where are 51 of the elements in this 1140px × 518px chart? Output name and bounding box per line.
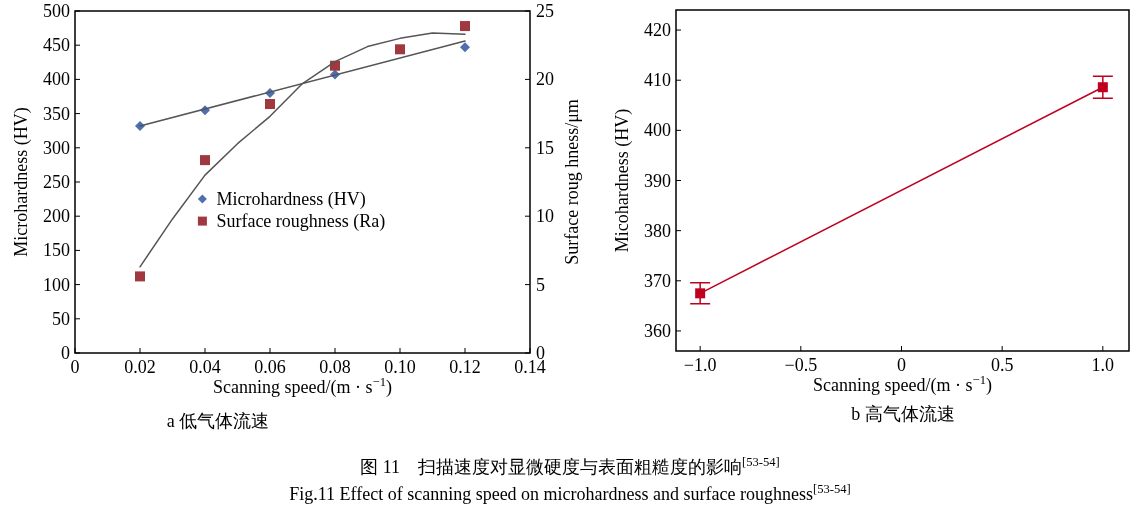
x-tick-label: −0.5 [784,355,818,375]
x-tick-label: 0.02 [124,357,156,377]
y2-tick-label: 15 [536,137,554,158]
x-tick-label: −1.0 [683,355,717,375]
legend-label: Microhardness (HV) [216,189,366,211]
point [135,271,145,282]
x-tick-label: 1.0 [1091,355,1115,375]
y-tick-label: 100 [43,274,70,295]
y-tick-label: 150 [43,240,70,261]
y2-tick-label: 5 [536,274,545,295]
y-tick-label: 450 [43,35,70,56]
point [395,44,405,55]
y-tick-label: 200 [43,206,70,227]
y-tick-label: 350 [43,103,70,124]
y-axis-title: Micohardness (HV) [612,108,633,253]
y-tick-label: 400 [644,120,671,141]
point [265,99,275,110]
y-tick-label: 360 [644,320,671,341]
caption: Fig.11 Effect of scanning speed on microhardness and surface roughness$^{[53-54]}$ [289,482,851,504]
point [460,42,470,53]
y-tick-label: 370 [644,270,671,291]
point [460,21,470,32]
y-tick-label: 400 [43,69,70,90]
y-tick-label: 380 [644,220,671,241]
y-tick-label: 410 [644,70,671,91]
y2-tick-label: 25 [536,1,554,21]
x-axis-title: Scanning speed/(m · s$^{−1}$) [213,375,392,398]
line-series [139,32,466,268]
text: b 高气体流速 [851,404,955,424]
x-tick-label: 0.08 [319,357,351,377]
legend-label: Surface roughness (Ra) [216,211,386,233]
y-tick-label: 420 [644,20,671,41]
y-tick-label: 250 [43,172,70,192]
x-tick-label: 0.10 [384,357,416,377]
x-tick-label: 0.12 [449,357,481,377]
x-tick-label: 0.06 [254,357,286,377]
y-tick-label: 500 [43,1,70,21]
point [200,155,210,166]
y-tick-label: 50 [52,308,70,329]
y-tick-label: 390 [644,170,671,191]
y2-axis-title: Surface roug hness/μm [562,99,582,265]
x-axis-title: Scanning speed/(m · s$^{−1}$) [813,373,992,396]
y-axis-title: Microhardness (HV) [11,107,32,257]
x-tick-label: 0.04 [189,357,221,377]
y2-tick-label: 10 [536,206,554,227]
text: a 低气体流速 [166,411,270,431]
x-tick-label: 0.5 [990,355,1014,375]
caption: 图 11 扫描速度对显微硬度与表面粗糙度的影响$^{[53-54]}$ [360,455,780,477]
x-tick-label: 0 [896,355,906,375]
y2-tick-label: 20 [536,69,554,90]
y-tick-label: 300 [43,137,70,158]
